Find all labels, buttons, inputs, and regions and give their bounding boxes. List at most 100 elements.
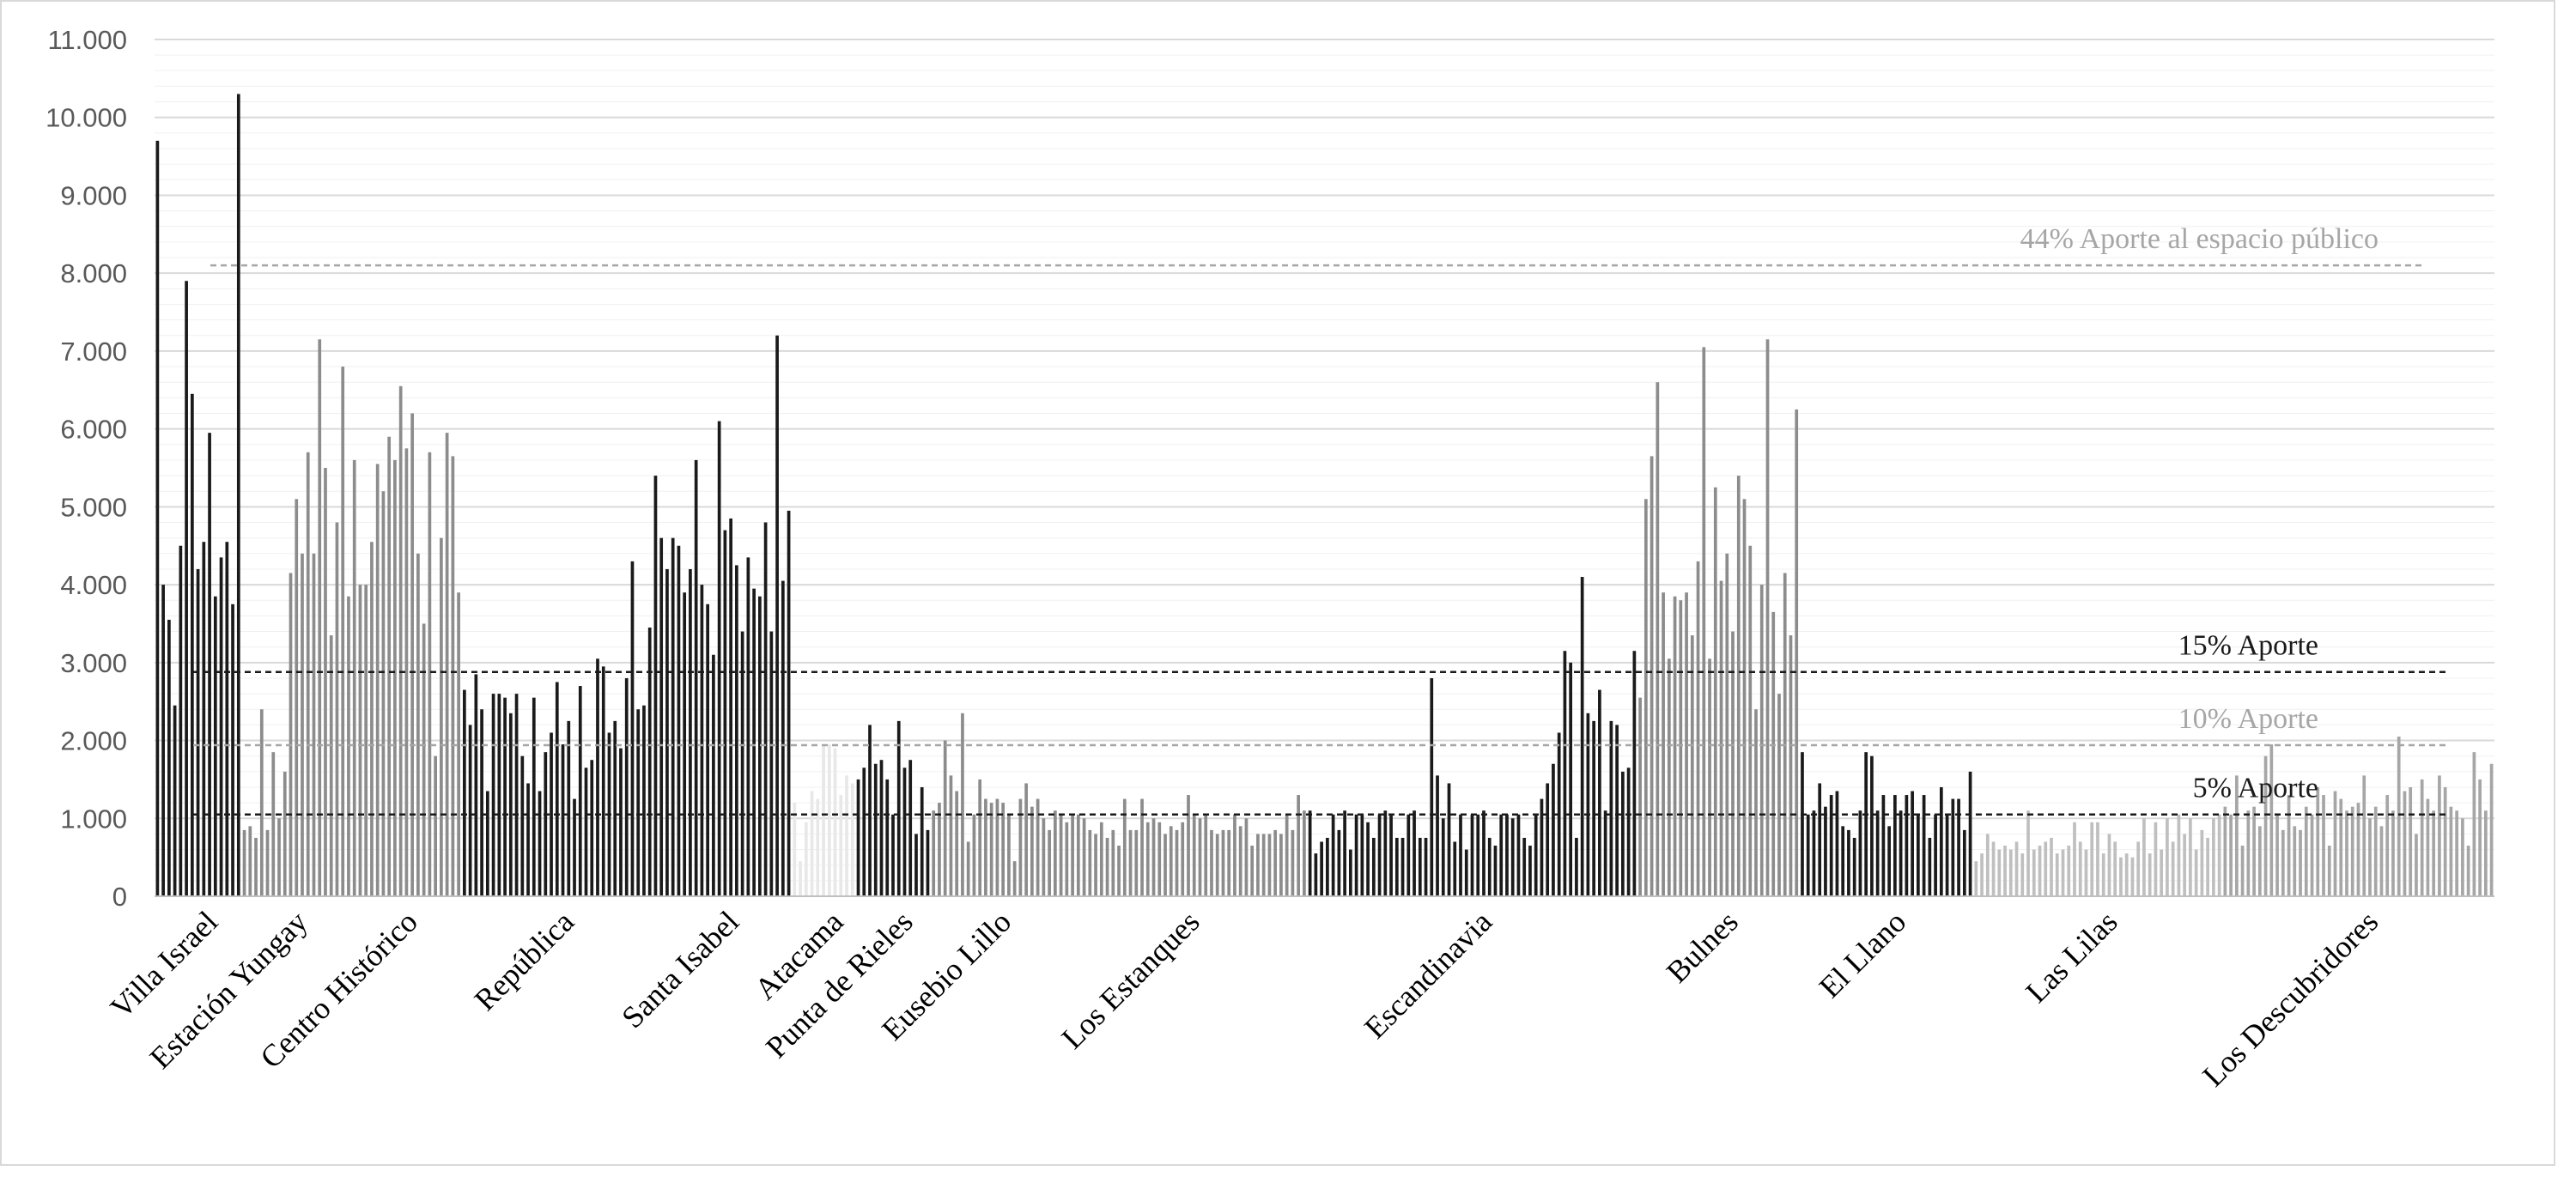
bar bbox=[2014, 841, 2019, 896]
bar bbox=[665, 568, 669, 896]
bar bbox=[1331, 814, 1335, 896]
bar bbox=[1598, 689, 1601, 896]
bar bbox=[706, 604, 710, 896]
bar bbox=[1441, 818, 1445, 896]
bar bbox=[1054, 810, 1057, 896]
bar bbox=[1349, 849, 1352, 896]
bar bbox=[2206, 837, 2209, 896]
bar bbox=[398, 385, 403, 896]
bar bbox=[2287, 795, 2291, 896]
bar bbox=[2154, 822, 2158, 896]
bar bbox=[295, 499, 299, 896]
y-tick-label: 6.000 bbox=[60, 415, 127, 445]
bar bbox=[868, 725, 872, 896]
bar bbox=[1736, 476, 1741, 896]
bar bbox=[2449, 806, 2453, 896]
bar bbox=[2432, 810, 2436, 896]
y-tick-label: 5.000 bbox=[60, 492, 127, 522]
bar bbox=[271, 752, 276, 896]
x-category-label: República bbox=[468, 904, 581, 1017]
bar bbox=[213, 596, 217, 896]
bar bbox=[1326, 837, 1329, 896]
bar bbox=[2403, 791, 2407, 896]
bar bbox=[1071, 814, 1074, 896]
bar bbox=[1516, 814, 1521, 896]
bar bbox=[2050, 837, 2053, 896]
bar bbox=[1685, 592, 1688, 896]
bar bbox=[856, 779, 860, 896]
bar bbox=[2385, 795, 2390, 896]
bar bbox=[879, 760, 884, 896]
bar bbox=[324, 468, 327, 896]
bar bbox=[1042, 818, 1046, 896]
bar bbox=[538, 791, 542, 896]
bar bbox=[995, 798, 999, 896]
bar bbox=[1592, 720, 1595, 896]
bar bbox=[1366, 822, 1370, 896]
bar bbox=[1024, 783, 1028, 896]
bar bbox=[902, 767, 907, 896]
bar bbox=[358, 585, 362, 896]
bar bbox=[1777, 694, 1781, 896]
bar bbox=[503, 697, 507, 896]
bar bbox=[1887, 826, 1891, 896]
bar bbox=[1210, 829, 1213, 896]
bar bbox=[1012, 861, 1017, 896]
bar bbox=[1134, 829, 1139, 896]
bar bbox=[1048, 829, 1051, 896]
bar bbox=[468, 725, 472, 896]
bar bbox=[1285, 814, 1289, 896]
bar bbox=[1181, 822, 1185, 896]
bar bbox=[2166, 818, 2169, 896]
bar bbox=[1626, 767, 1631, 896]
bar bbox=[689, 568, 692, 896]
bar bbox=[1377, 814, 1382, 896]
bar bbox=[508, 713, 513, 896]
bar bbox=[775, 335, 779, 896]
bar bbox=[532, 697, 536, 896]
bar bbox=[1424, 837, 1428, 896]
bar bbox=[1360, 814, 1364, 896]
bar bbox=[1406, 814, 1411, 896]
reference-line-label: 5% Aporte bbox=[2193, 773, 2318, 804]
bar bbox=[712, 654, 715, 896]
bar bbox=[1795, 409, 1799, 896]
bar bbox=[1371, 837, 1376, 896]
bar bbox=[2136, 841, 2141, 896]
bar bbox=[2461, 818, 2464, 896]
bar bbox=[584, 767, 588, 896]
bar bbox=[1105, 837, 1109, 896]
bar bbox=[2020, 853, 2025, 896]
bar bbox=[2183, 834, 2186, 896]
bar bbox=[1018, 798, 1023, 896]
bar bbox=[827, 744, 831, 896]
x-category-label: Los Estanques bbox=[1054, 904, 1206, 1055]
bar bbox=[1928, 837, 1932, 896]
bar bbox=[949, 775, 953, 896]
bar bbox=[938, 803, 941, 896]
bar bbox=[1030, 806, 1034, 896]
bar bbox=[1522, 837, 1527, 896]
bar bbox=[1233, 814, 1236, 896]
bar bbox=[1267, 834, 1272, 896]
bar bbox=[335, 522, 339, 896]
bar bbox=[248, 826, 252, 896]
bar bbox=[717, 421, 721, 896]
bar bbox=[2350, 806, 2354, 896]
bar bbox=[1505, 814, 1509, 896]
bar bbox=[2281, 829, 2285, 896]
bar bbox=[845, 775, 848, 896]
bar bbox=[1783, 573, 1787, 896]
bar bbox=[352, 459, 356, 896]
bar bbox=[1470, 814, 1474, 896]
bar bbox=[961, 713, 964, 896]
bar bbox=[1261, 834, 1266, 896]
bar bbox=[173, 705, 177, 896]
bar bbox=[810, 791, 814, 896]
bar bbox=[781, 580, 785, 896]
bar bbox=[306, 452, 310, 896]
bar bbox=[1991, 841, 1996, 896]
bar bbox=[2310, 814, 2314, 896]
bar bbox=[289, 573, 293, 896]
